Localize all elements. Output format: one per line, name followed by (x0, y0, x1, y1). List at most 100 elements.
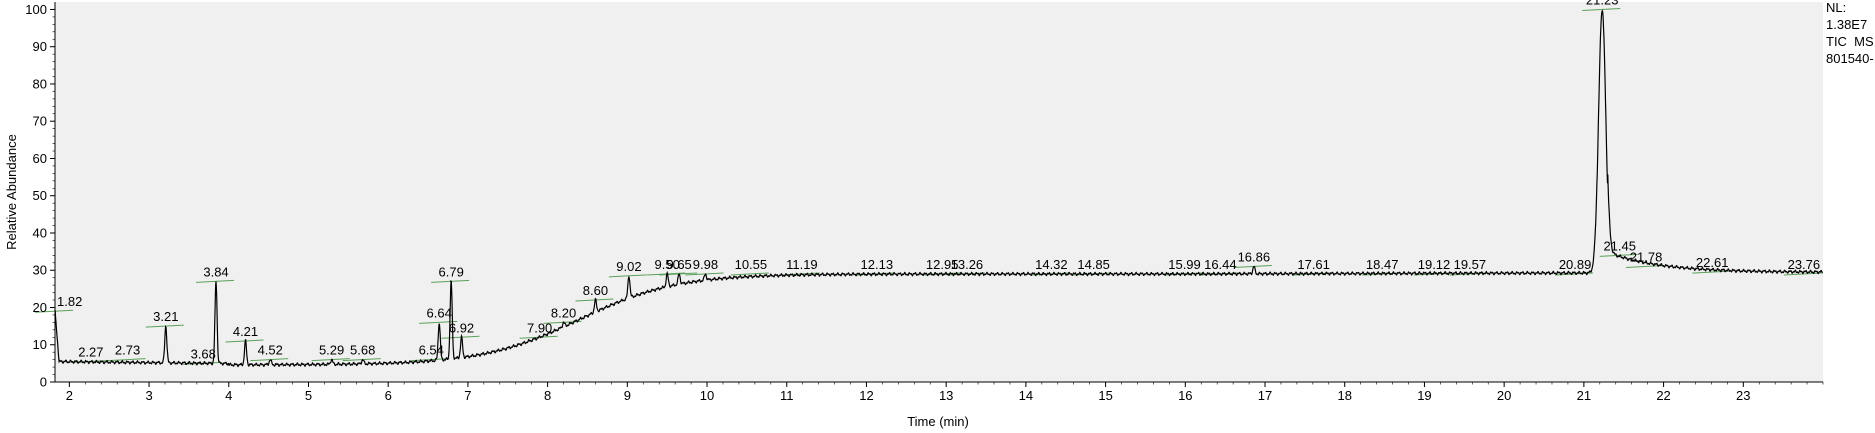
peak-label: 15.99 (1168, 257, 1201, 272)
peak-marker (730, 272, 769, 276)
peak-label: 22.61 (1696, 255, 1729, 270)
peak-label: 19.57 (1454, 257, 1487, 272)
x-tick-label: 18 (1337, 388, 1351, 403)
peak-marker (685, 272, 724, 276)
peak-label: 11.19 (786, 257, 818, 272)
peak-label: 8.60 (583, 283, 608, 298)
peak-label: 10.55 (735, 257, 768, 272)
y-tick-label: 90 (33, 39, 47, 54)
x-tick-label: 14 (1019, 388, 1033, 403)
peak-label: 6.64 (427, 305, 452, 320)
peak-label: 18.47 (1366, 257, 1399, 272)
peak-label: 9.02 (616, 259, 641, 274)
y-tick-label: 30 (33, 263, 47, 278)
peak-label: 6.92 (449, 320, 474, 335)
peak-label: 3.68 (191, 346, 216, 361)
peak-label: 21.45 (1603, 238, 1636, 253)
peak-marker (419, 320, 458, 324)
x-tick-label: 8 (544, 388, 551, 403)
y-tick-label: 0 (40, 375, 47, 390)
peak-label: 17.61 (1297, 257, 1330, 272)
peak-label: 12.95 (926, 257, 959, 272)
y-tick-label: 40 (33, 225, 47, 240)
peak-label: 6.54 (419, 343, 444, 358)
peak-label: 7.90 (527, 320, 552, 335)
peak-label: 3.21 (153, 309, 178, 324)
info-line-3: TIC MS (1826, 34, 1874, 49)
info-line-4: 801540- (1826, 51, 1874, 66)
peak-marker (342, 358, 381, 362)
peak-label: 5.29 (319, 343, 344, 358)
peak-marker (608, 274, 647, 278)
y-tick-label: 50 (33, 188, 47, 203)
info-line-2: 1.38E7 (1826, 17, 1867, 32)
peak-marker (145, 324, 184, 328)
peak-label: 1.82 (57, 294, 82, 309)
x-tick-label: 22 (1656, 388, 1670, 403)
y-tick-label: 20 (33, 300, 47, 315)
x-tick-label: 16 (1178, 388, 1192, 403)
peak-label: 9.50 (655, 257, 680, 272)
y-ticks: 0 10 20 30 40 50 60 70 80 90 100 (25, 2, 55, 390)
peak-label: 13.26 (951, 257, 984, 272)
peak-label: 8.20 (551, 305, 576, 320)
x-ticks: 2 3 4 5 6 7 8 9 10 11 12 13 14 15 16 17 18 19 20 21 22 23 (66, 382, 1824, 403)
peak-label: 23.76 (1788, 257, 1821, 272)
x-tick-label: 4 (225, 388, 232, 403)
x-tick-label: 9 (624, 388, 631, 403)
x-tick-label: 20 (1497, 388, 1511, 403)
peak-label: 19.12 (1418, 257, 1451, 272)
peak-label: 3.84 (203, 264, 228, 279)
peak-label: 6.79 (439, 264, 464, 279)
peak-label: 4.21 (233, 324, 258, 339)
peak-label: 9.98 (693, 257, 718, 272)
peak-marker (195, 279, 235, 283)
peak-marker (1233, 265, 1272, 269)
peak-label: 2.73 (115, 343, 140, 358)
y-tick-label: 70 (33, 114, 47, 129)
peak-marker (431, 279, 470, 283)
x-tick-label: 11 (780, 388, 794, 403)
peak-label: 14.32 (1035, 257, 1068, 272)
x-tick-label: 5 (305, 388, 312, 403)
y-axis-title: Relative Abundance (4, 134, 19, 250)
info-box: NL: 1.38E7 TIC MS 801540- (1826, 0, 1874, 66)
peak-label: 12.13 (861, 257, 894, 272)
peak-label: 20.89 (1559, 257, 1592, 272)
peak-label: 21.23 (1586, 0, 1619, 7)
x-tick-label: 13 (939, 388, 953, 403)
y-tick-label: 80 (33, 76, 47, 91)
peak-labels: 1.82 2.27 2.73 3.21 3.68 3.84 4.214.52 5.29 5.68… (57, 0, 1820, 361)
peak-label: 16.86 (1238, 250, 1271, 265)
peak-marker (250, 358, 289, 362)
peak-label: 14.85 (1077, 257, 1110, 272)
x-tick-label: 12 (859, 388, 873, 403)
peak-label: 16.44 (1204, 257, 1237, 272)
y-tick-label: 10 (33, 337, 47, 352)
x-tick-label: 23 (1736, 388, 1750, 403)
x-axis-title: Time (min) (907, 414, 969, 429)
plot-area (55, 2, 1823, 382)
peak-label: 4.52 (258, 343, 283, 358)
peak-marker (107, 358, 146, 362)
x-tick-label: 21 (1577, 388, 1591, 403)
peak-marker (1692, 270, 1731, 274)
peak-label: 21.78 (1630, 250, 1663, 265)
peak-marker (575, 298, 614, 302)
x-tick-label: 10 (700, 388, 714, 403)
peak-label: 9.65 (666, 257, 691, 272)
x-tick-label: 19 (1417, 388, 1431, 403)
peak-marker (1582, 7, 1621, 11)
x-tick-label: 7 (464, 388, 471, 403)
tic-trace (54, 9, 1823, 368)
x-tick-label: 3 (145, 388, 152, 403)
x-tick-label: 17 (1258, 388, 1272, 403)
peak-marker (311, 358, 350, 362)
peak-marker (441, 335, 480, 339)
peak-label: 2.27 (78, 345, 103, 360)
peak-marker (34, 309, 74, 313)
x-tick-label: 2 (66, 388, 73, 403)
peak-marker (647, 272, 686, 276)
info-line-1: NL: (1826, 0, 1846, 15)
